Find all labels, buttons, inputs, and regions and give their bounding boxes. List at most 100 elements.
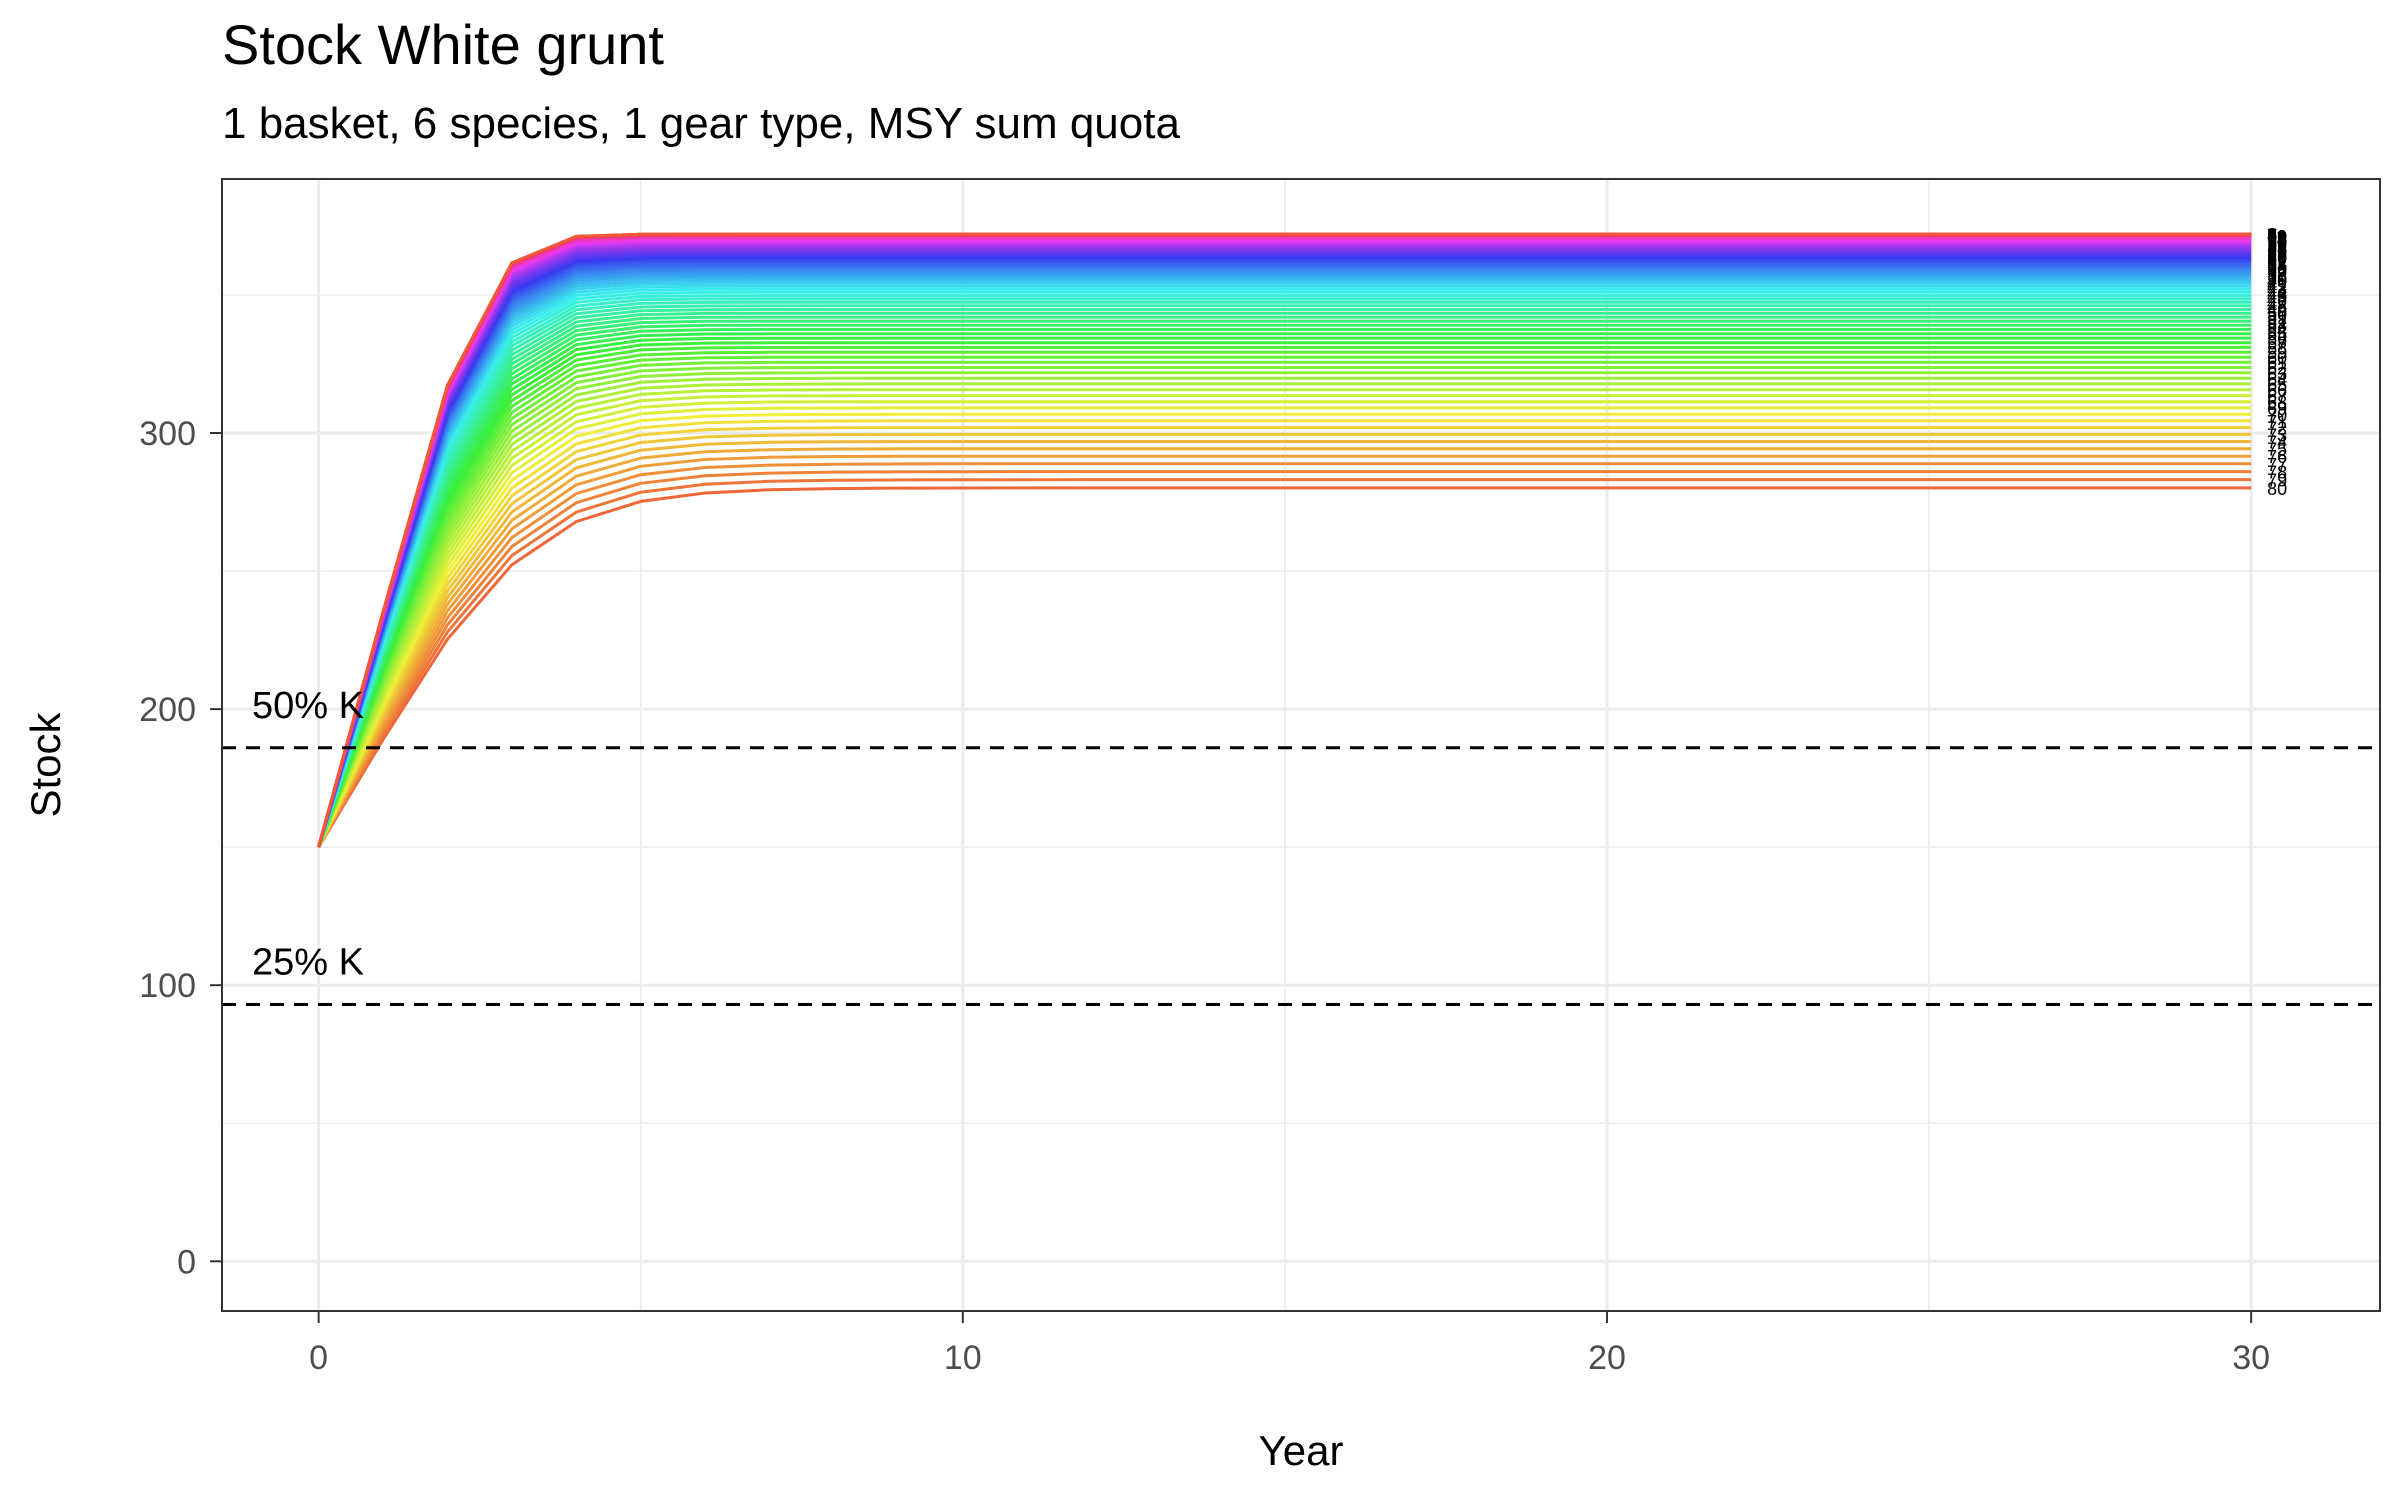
series-line [317,341,2252,848]
series-end-label: 40 [2267,271,2287,291]
series-line [317,332,2252,848]
x-tick-label: 10 [944,1339,982,1377]
series-line [317,284,2252,848]
series-end-label: 22 [2267,236,2287,256]
series-line [317,250,2252,848]
reference-line-label: 50% K [252,685,364,727]
series-end-label: 36 [2267,261,2287,281]
series-end-label: 79 [2267,471,2287,491]
x-tick-label: 20 [1588,1339,1626,1377]
series-end-label: 12 [2267,228,2287,248]
x-tick-label: 0 [309,1339,328,1377]
series-end-label: 47 [2267,293,2287,313]
series-end-label: 17 [2267,231,2287,251]
series-end-label: 64 [2267,369,2287,389]
series-end-label: 8 [2267,226,2277,246]
series-line [317,440,2252,848]
series-line [317,261,2252,848]
series-line [317,470,2252,848]
series-line [317,294,2252,848]
series-line [317,315,2252,848]
series-line [317,432,2252,848]
series-end-label: 1 [2267,225,2277,245]
series-end-label: 27 [2267,243,2287,263]
series-end-label: 11 [2267,227,2286,247]
series-end-label: 65 [2267,375,2287,395]
series-end-label: 4 [2267,225,2277,245]
series-end-label: 23 [2267,237,2287,257]
y-tick-label: 100 [139,967,196,1005]
series-end-label: 25 [2267,240,2287,260]
y-tick-label: 300 [139,415,196,453]
series-end-label: 16 [2267,230,2287,250]
series-line [317,232,2252,848]
series-end-label: 19 [2267,233,2287,253]
series-line [317,388,2252,848]
series-end-label: 69 [2267,399,2287,419]
panel-border [221,178,2381,1312]
series-line [317,257,2252,848]
chart-title: Stock White grunt [222,13,664,76]
series-end-label: 28 [2267,245,2287,265]
series-lines [317,232,2252,848]
series-line [317,366,2252,848]
series-line [317,287,2252,848]
series-line [317,290,2252,848]
series-end-label: 51 [2267,308,2287,328]
series-line [317,382,2252,848]
series-line [317,319,2252,848]
series-end-label: 31 [2267,250,2287,270]
series-end-label: 38 [2267,266,2287,286]
series-end-label: 62 [2267,358,2287,378]
series-line [317,394,2252,848]
series-end-label: 3 [2267,225,2277,245]
series-line [317,486,2252,848]
series-end-label: 70 [2267,405,2287,425]
series-end-label: 21 [2267,235,2287,255]
series-end-label: 60 [2267,348,2287,368]
series-end-label: 37 [2267,264,2287,284]
series-line [317,426,2252,848]
series-end-label: 35 [2267,259,2287,279]
y-axis-title: Stock [22,711,69,817]
series-line [317,355,2252,848]
series-end-label: 75 [2267,440,2287,460]
series-end-label: 48 [2267,297,2287,317]
series-line [317,273,2252,848]
series-end-label: 53 [2267,316,2287,336]
series-end-label: 18 [2267,232,2287,252]
series-line [317,350,2252,848]
series-end-label: 49 [2267,300,2287,320]
series-end-label: 7 [2267,226,2277,246]
series-end-label: 73 [2267,425,2287,445]
series-line [317,276,2252,848]
series-end-label: 50 [2267,304,2287,324]
series-end-label: 41 [2267,274,2287,294]
series-end-label: 9 [2267,226,2277,246]
series-end-label: 80 [2267,479,2287,499]
series-end-label: 44 [2267,283,2287,303]
series-end-label: 42 [2267,277,2287,297]
reference-lines: 50% K 25% K [222,685,2380,1007]
series-end-label: 24 [2267,239,2287,259]
series-end-label: 14 [2267,229,2287,249]
axis-ticks: 0 100 200 300 0 10 20 30 [139,415,2270,1377]
series-line [317,327,2252,848]
series-line [317,336,2252,848]
reference-line-label: 25% K [252,942,364,984]
series-line [317,297,2252,848]
series-end-label: 66 [2267,381,2287,401]
series-end-label: 13 [2267,228,2287,248]
chart-subtitle: 1 basket, 6 species, 1 gear type, MSY su… [222,99,1180,148]
series-end-label: 58 [2267,338,2287,358]
series-line [317,419,2252,848]
series-line [317,462,2252,848]
series-end-label: 43 [2267,280,2287,300]
series-line [317,406,2252,848]
series-end-label: 55 [2267,325,2287,345]
series-end-label: 59 [2267,343,2287,363]
end-labels: 1234567891011121314151617181920212223242… [2267,225,2287,499]
series-end-label: 63 [2267,364,2287,384]
series-end-label: 26 [2267,242,2287,262]
series-end-label: 57 [2267,334,2287,354]
